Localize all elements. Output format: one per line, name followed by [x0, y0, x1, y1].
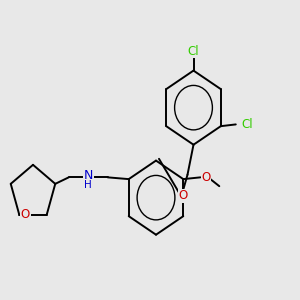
- Text: Cl: Cl: [188, 45, 199, 58]
- Text: Cl: Cl: [242, 118, 254, 131]
- Text: N: N: [83, 169, 93, 182]
- Text: O: O: [201, 171, 210, 184]
- Text: O: O: [178, 189, 188, 203]
- Text: H: H: [84, 180, 92, 190]
- Text: O: O: [21, 208, 30, 221]
